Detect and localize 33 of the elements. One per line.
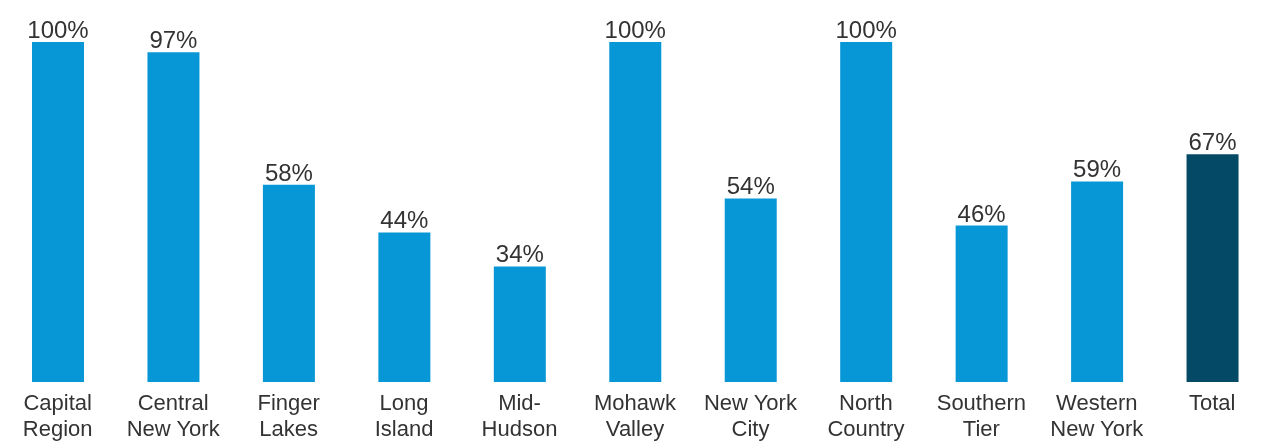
bar bbox=[724, 198, 777, 382]
x-tick-label: Mid-Hudson bbox=[481, 390, 558, 441]
data-label: 67% bbox=[1188, 128, 1237, 156]
bar bbox=[262, 184, 315, 382]
data-label: 54% bbox=[726, 172, 775, 200]
x-tick-label: Capital Region bbox=[22, 390, 93, 441]
data-label: 46% bbox=[957, 199, 1006, 227]
bar bbox=[1071, 181, 1124, 382]
x-tick-label: North Country bbox=[827, 390, 905, 441]
x-tick-label: Long Island bbox=[374, 390, 434, 441]
bar bbox=[609, 42, 662, 382]
bar bbox=[840, 42, 893, 382]
bar bbox=[147, 52, 200, 382]
bar bbox=[378, 232, 431, 382]
bar bbox=[1186, 154, 1239, 382]
data-label: 34% bbox=[495, 240, 544, 268]
bar bbox=[955, 225, 1008, 382]
data-label: 59% bbox=[1073, 155, 1122, 183]
x-tick-label: New York City bbox=[703, 390, 798, 441]
data-label: 44% bbox=[380, 206, 429, 234]
data-label: 97% bbox=[149, 26, 198, 54]
x-tick-label: Finger Lakes bbox=[257, 390, 320, 441]
data-label: 100% bbox=[604, 16, 666, 43]
x-tick-label: Southern Tier bbox=[936, 390, 1027, 441]
data-label: 100% bbox=[835, 16, 897, 43]
x-tick-label: Western New York bbox=[1050, 390, 1145, 441]
data-label: 58% bbox=[264, 158, 313, 186]
bar bbox=[493, 266, 546, 382]
bar bbox=[32, 42, 84, 382]
x-tick-label: Central New York bbox=[126, 390, 221, 441]
x-tick-label: Mohawk Valley bbox=[594, 390, 677, 441]
x-tick-label: Total bbox=[1189, 390, 1236, 415]
data-label: 100% bbox=[27, 16, 89, 43]
